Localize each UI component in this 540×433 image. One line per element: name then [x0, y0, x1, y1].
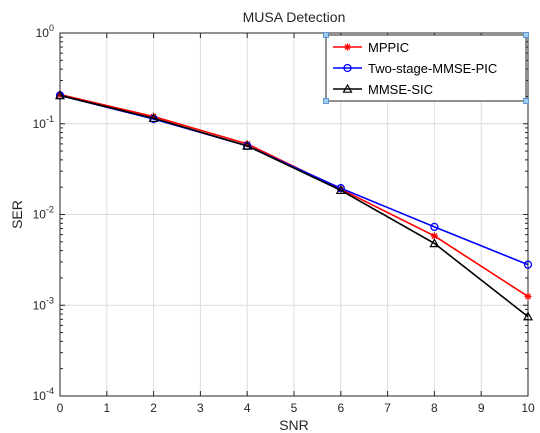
x-tick-label: 7 [384, 401, 391, 415]
y-tick-label: 10-1 [33, 114, 54, 131]
x-tick-label: 4 [244, 401, 251, 415]
legend-resize-handle [323, 32, 329, 38]
data-point-mmse-sic [242, 140, 253, 150]
y-tick-label: 100 [36, 23, 54, 40]
y-tick-label: 10-3 [33, 295, 54, 312]
x-tick-label: 10 [521, 401, 535, 415]
data-point-mppic [524, 292, 532, 301]
series-mmse-sic [54, 90, 534, 321]
y-tick-label: 10-4 [33, 386, 54, 403]
x-tick-label: 3 [197, 401, 204, 415]
x-tick-label: 5 [291, 401, 298, 415]
x-tick-label: 8 [431, 401, 438, 415]
legend-marker [343, 43, 352, 51]
legend-resize-handle [323, 98, 329, 104]
legend-item-mppic: MPPIC [333, 40, 409, 55]
data-point-mmse-sic [522, 311, 534, 321]
data-point-mmse-sic [335, 185, 346, 195]
x-tick-label: 9 [478, 401, 485, 415]
legend-resize-handle [523, 32, 529, 38]
chart-title: MUSA Detection [243, 9, 346, 25]
y-axis: 10-4 10-3 10-2 10-1 100 [33, 23, 528, 403]
legend-resize-handle [523, 98, 529, 104]
series-line-mmse-sic [59, 94, 529, 318]
legend-marker [342, 83, 353, 93]
x-axis-title: SNR [279, 417, 309, 433]
x-tick-label: 2 [150, 401, 157, 415]
data-point-mmse-sic [429, 238, 440, 248]
x-tick-label: 0 [57, 401, 64, 415]
data-point-mmse-sic [54, 90, 66, 100]
legend-label: MMSE-SIC [368, 82, 433, 97]
data-point-two-stage-mmse-pic [430, 222, 439, 232]
legend-label: Two-stage-MMSE-PIC [368, 61, 497, 76]
legend-label: MPPIC [368, 40, 409, 55]
x-tick-label: 6 [337, 401, 344, 415]
data-point-mmse-sic [148, 113, 159, 123]
legend-item-two-stage-mmse-pic: Two-stage-MMSE-PIC [333, 61, 497, 76]
data-point-two-stage-mmse-pic [523, 260, 533, 269]
legend-item-mmse-sic: MMSE-SIC [333, 82, 433, 97]
y-axis-title: SER [9, 200, 25, 229]
legend[interactable]: MPPIC Two-stage-MMSE-PIC MMSE-SIC [323, 32, 529, 104]
legend-marker [343, 63, 352, 73]
x-tick-label: 1 [103, 401, 110, 415]
y-tick-label: 10-2 [33, 205, 54, 222]
series-layer [54, 90, 534, 321]
